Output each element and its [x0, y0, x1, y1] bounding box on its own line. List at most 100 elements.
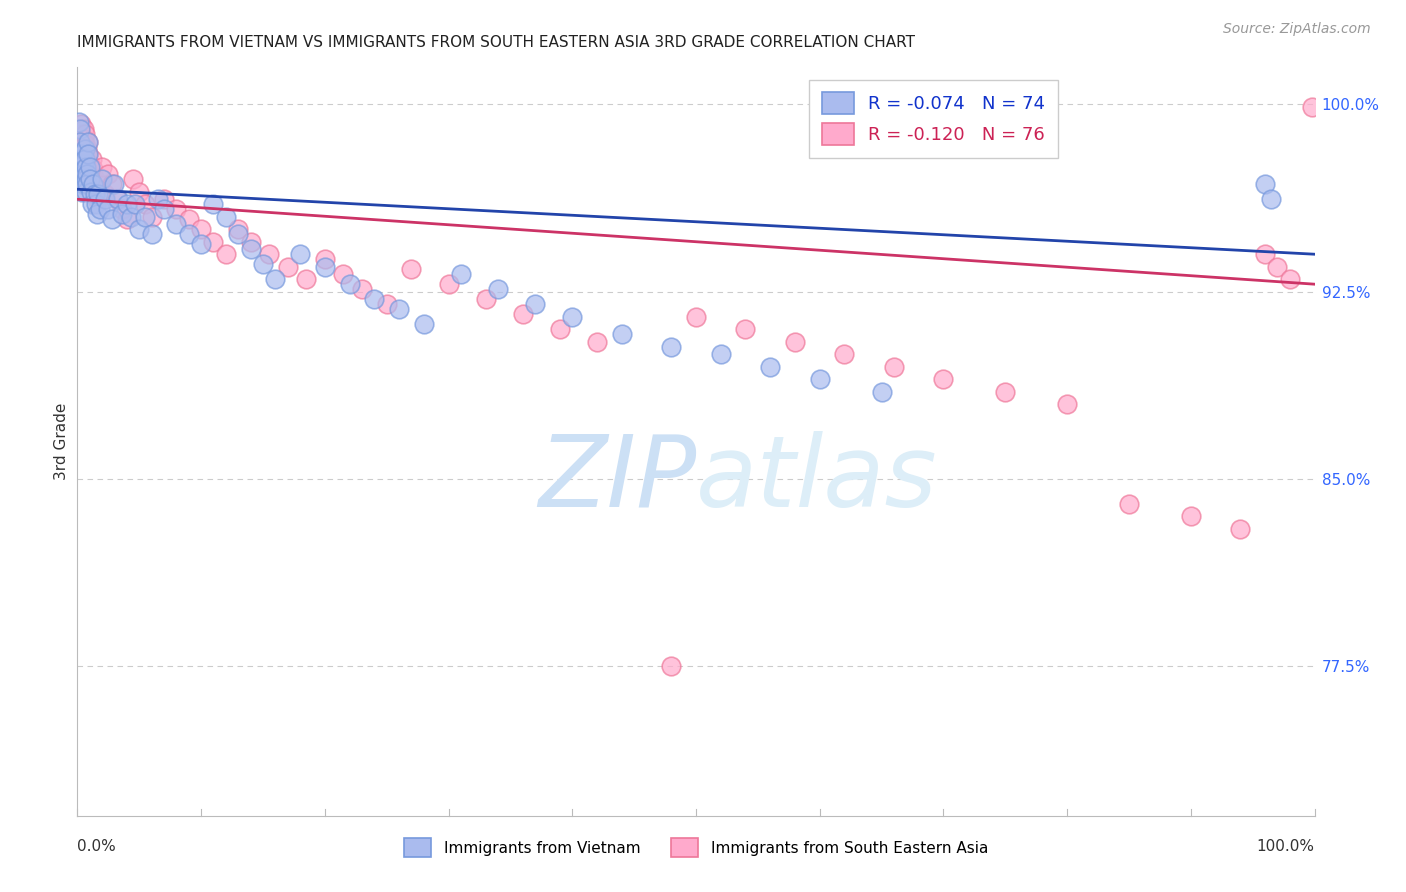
Y-axis label: 3rd Grade: 3rd Grade — [53, 403, 69, 480]
Point — [295, 272, 318, 286]
Point — [401, 262, 423, 277]
Point — [107, 192, 129, 206]
Point — [339, 277, 361, 292]
Point — [350, 282, 373, 296]
Point — [75, 160, 97, 174]
Point — [77, 135, 100, 149]
Point — [70, 172, 93, 186]
Point — [105, 192, 128, 206]
Point — [67, 128, 90, 142]
Point — [314, 252, 336, 267]
Point — [70, 153, 93, 167]
Point — [1301, 100, 1323, 114]
Point — [122, 172, 145, 186]
Point — [134, 210, 156, 224]
Point — [97, 167, 120, 181]
Point — [86, 192, 108, 206]
Point — [474, 292, 496, 306]
Point — [783, 334, 806, 349]
Point — [115, 197, 138, 211]
Point — [834, 347, 856, 361]
Point — [91, 160, 114, 174]
Point — [80, 185, 103, 199]
Point — [190, 237, 212, 252]
Point — [388, 302, 411, 317]
Point — [524, 297, 547, 311]
Point — [128, 185, 150, 199]
Point — [72, 178, 94, 192]
Point — [76, 153, 98, 167]
Point — [72, 122, 94, 136]
Point — [141, 210, 163, 224]
Point — [288, 247, 311, 261]
Point — [72, 157, 94, 171]
Point — [215, 210, 238, 224]
Point — [79, 157, 101, 171]
Point — [1180, 509, 1202, 524]
Point — [177, 212, 200, 227]
Point — [89, 178, 111, 192]
Point — [83, 172, 105, 186]
Point — [69, 135, 91, 149]
Point — [1267, 260, 1289, 274]
Point — [82, 162, 104, 177]
Point — [82, 178, 104, 192]
Point — [685, 310, 707, 324]
Point — [610, 327, 633, 342]
Point — [70, 137, 93, 152]
Point — [314, 260, 336, 274]
Text: 0.0%: 0.0% — [77, 838, 117, 854]
Point — [134, 197, 156, 211]
Point — [586, 334, 609, 349]
Point — [69, 147, 91, 161]
Point — [75, 157, 97, 171]
Legend: Immigrants from Vietnam, Immigrants from South Eastern Asia: Immigrants from Vietnam, Immigrants from… — [396, 830, 995, 864]
Point — [1254, 247, 1277, 261]
Point — [215, 247, 238, 261]
Point — [226, 227, 249, 242]
Point — [870, 384, 893, 399]
Point — [69, 122, 91, 136]
Point — [146, 192, 169, 206]
Point — [103, 178, 125, 192]
Point — [412, 317, 434, 331]
Point — [153, 192, 176, 206]
Point — [69, 147, 91, 161]
Point — [72, 147, 94, 161]
Point — [659, 340, 682, 354]
Point — [759, 359, 782, 374]
Point — [80, 178, 103, 192]
Point — [82, 153, 104, 167]
Point — [75, 185, 97, 199]
Point — [561, 310, 583, 324]
Point — [82, 197, 104, 211]
Point — [450, 267, 472, 281]
Point — [111, 202, 134, 217]
Point — [932, 372, 955, 386]
Point — [115, 212, 138, 227]
Point — [153, 202, 176, 217]
Point — [190, 222, 212, 236]
Point — [165, 217, 187, 231]
Point — [70, 117, 93, 131]
Point — [226, 222, 249, 236]
Point — [79, 167, 101, 181]
Point — [76, 167, 98, 181]
Point — [73, 137, 96, 152]
Point — [76, 142, 98, 156]
Point — [77, 147, 100, 161]
Point — [1278, 272, 1301, 286]
Point — [77, 135, 100, 149]
Point — [124, 197, 146, 211]
Point — [72, 142, 94, 156]
Text: IMMIGRANTS FROM VIETNAM VS IMMIGRANTS FROM SOUTH EASTERN ASIA 3RD GRADE CORRELAT: IMMIGRANTS FROM VIETNAM VS IMMIGRANTS FR… — [77, 36, 915, 51]
Point — [548, 322, 571, 336]
Point — [73, 142, 96, 156]
Point — [83, 187, 105, 202]
Point — [239, 242, 262, 256]
Point — [277, 260, 299, 274]
Point — [239, 235, 262, 249]
Point — [1056, 397, 1078, 411]
Point — [77, 147, 100, 161]
Point — [93, 192, 115, 206]
